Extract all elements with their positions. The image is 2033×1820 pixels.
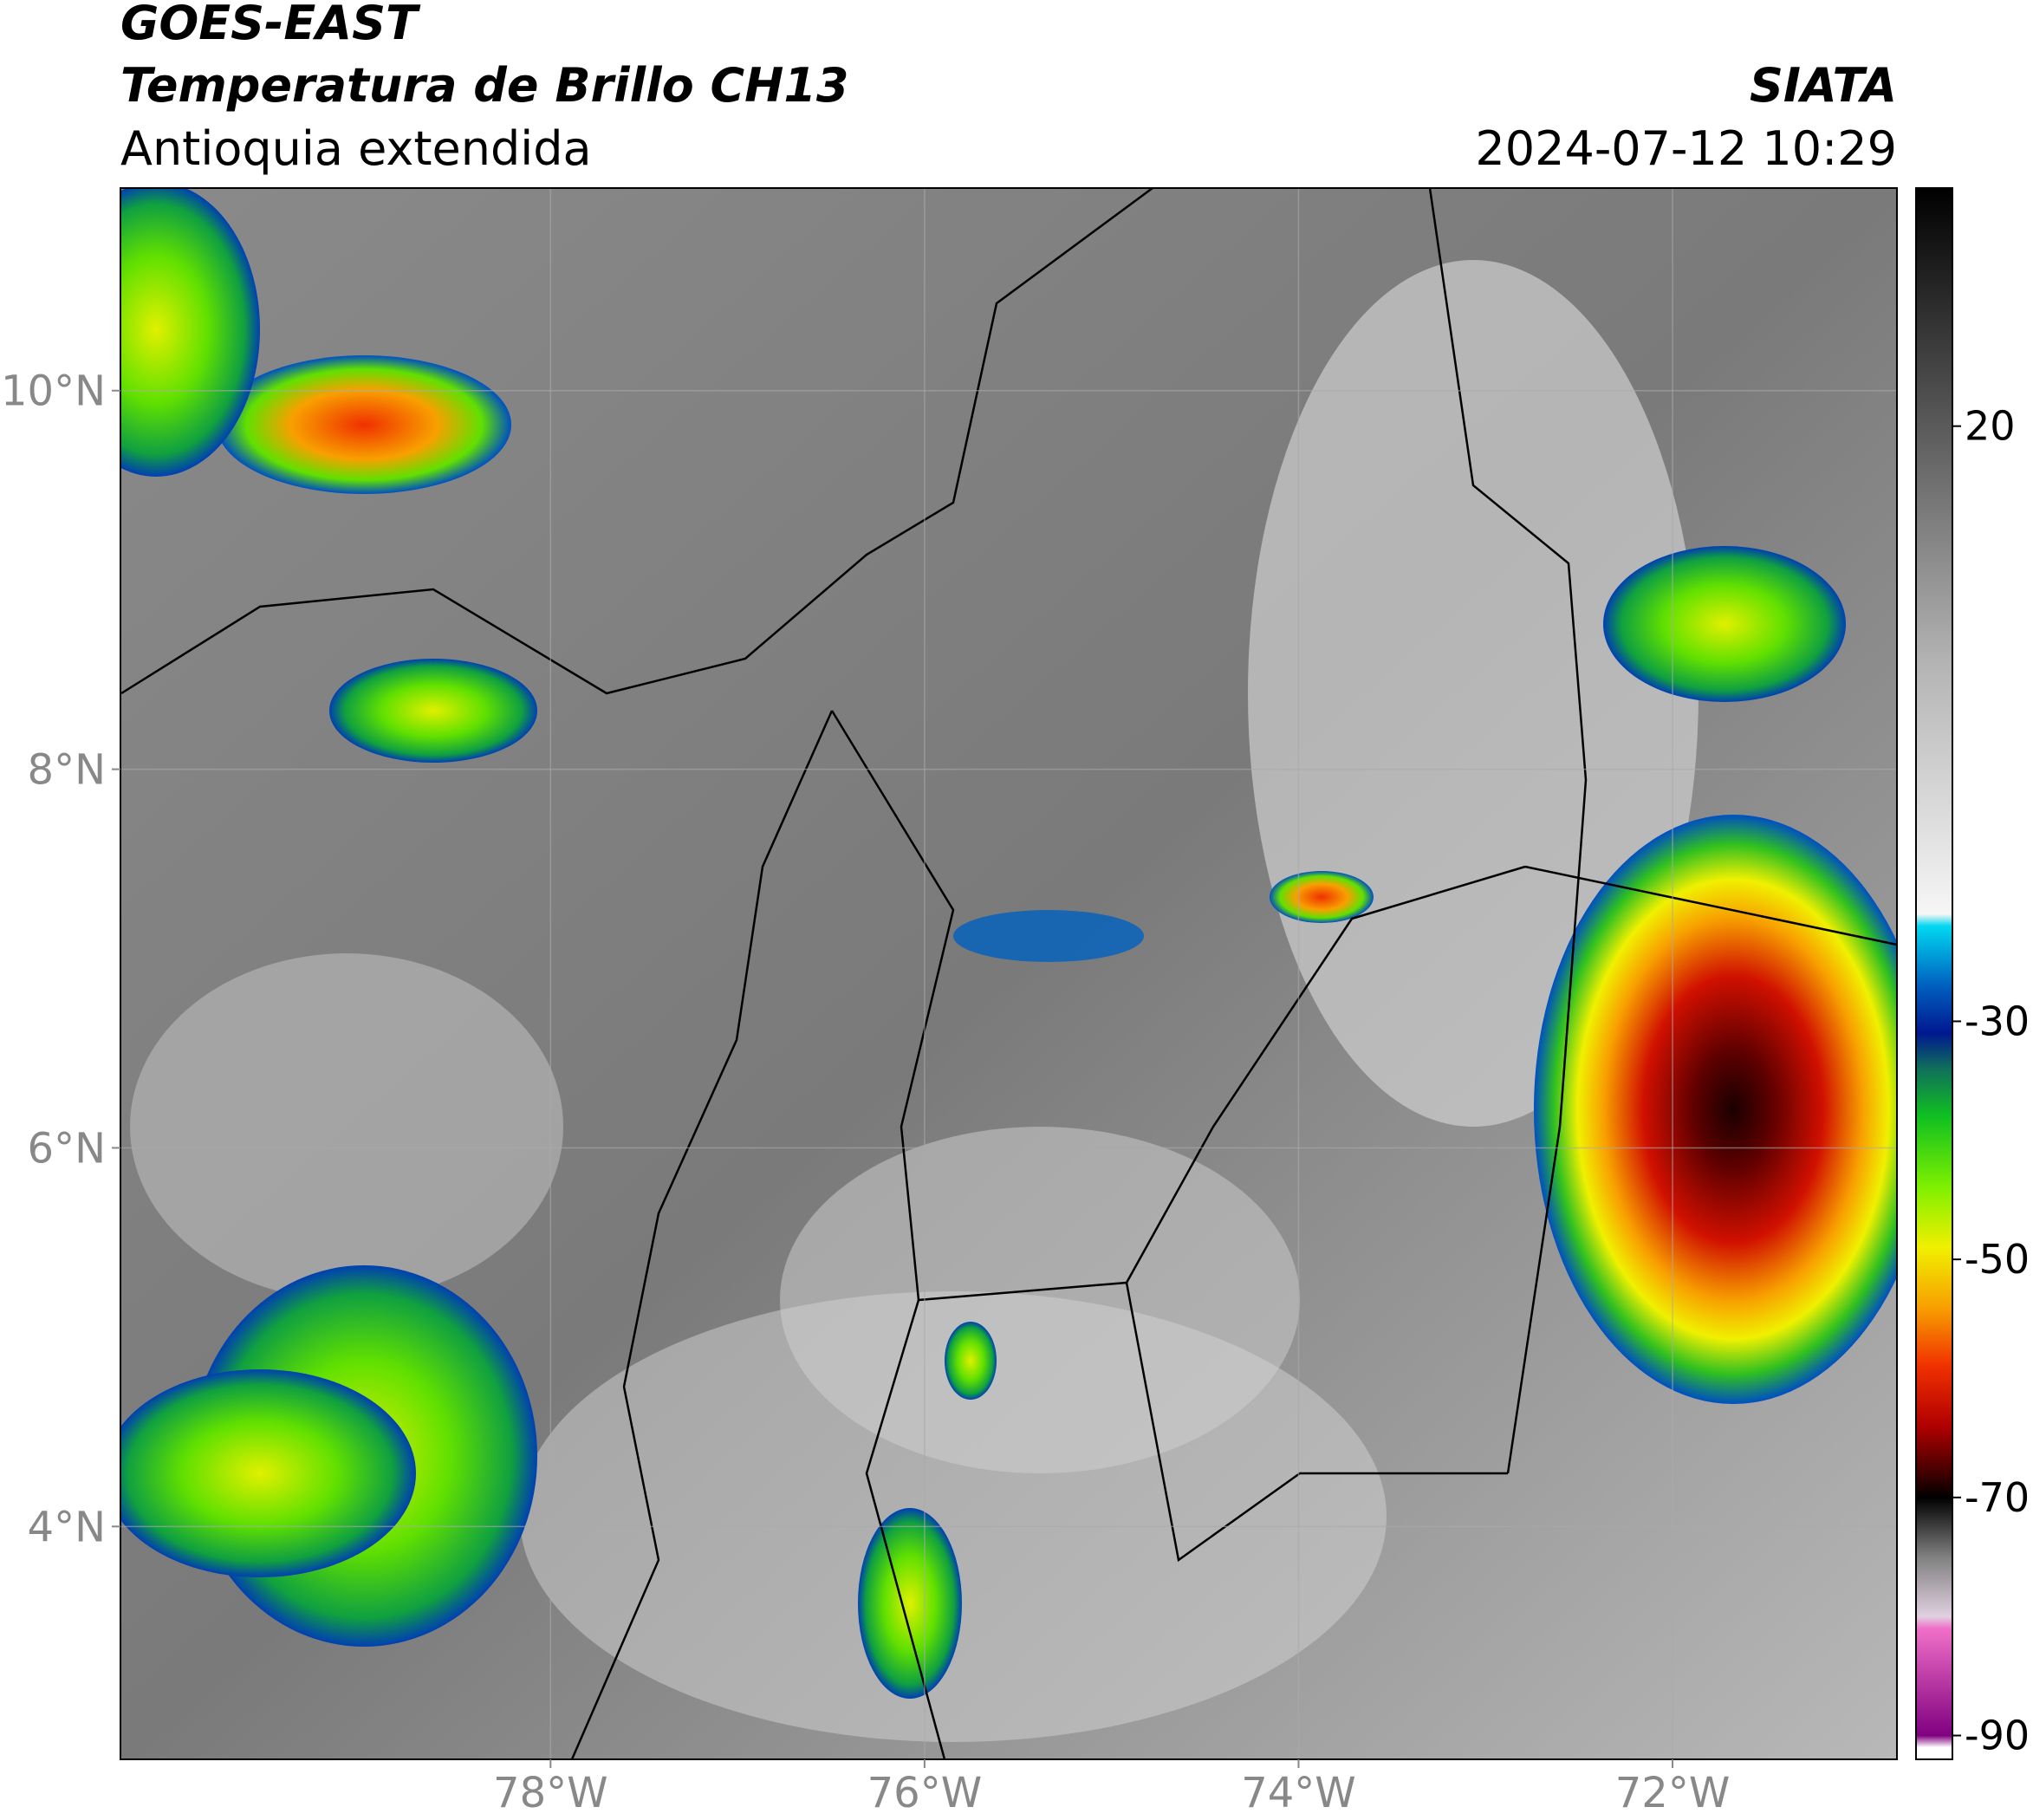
datetime: 2024-07-12 10:29: [1475, 121, 1897, 176]
borders: [120, 188, 1897, 1759]
source: SIATA: [1750, 58, 1897, 113]
colorbar-tick-label: -50: [1965, 1236, 2030, 1283]
subtitle: Temperatura de Brillo CH13: [120, 58, 849, 113]
x-tick-label: 76°W: [867, 1769, 983, 1817]
y-tick-label: 6°N: [28, 1124, 106, 1173]
colorbar-tick-label: 20: [1965, 403, 2016, 450]
x-tick-label: 78°W: [493, 1769, 608, 1817]
y-tick-label: 4°N: [28, 1503, 106, 1551]
x-tick-label: 74°W: [1241, 1769, 1356, 1817]
y-tick-label: 8°N: [28, 746, 106, 795]
colorbar-tick-label: -70: [1965, 1474, 2030, 1521]
region: Antioquia extendida: [120, 121, 592, 176]
title: GOES-EAST: [120, 0, 421, 50]
map-frame: [120, 187, 1898, 1760]
satellite-image: [120, 188, 1897, 1759]
x-tick-label: 72°W: [1615, 1769, 1731, 1817]
colorbar: [1915, 187, 1953, 1760]
y-tick-label: 10°N: [1, 367, 106, 416]
colorbar-tick-label: -30: [1965, 998, 2030, 1044]
colorbar-tick-label: -90: [1965, 1713, 2030, 1759]
